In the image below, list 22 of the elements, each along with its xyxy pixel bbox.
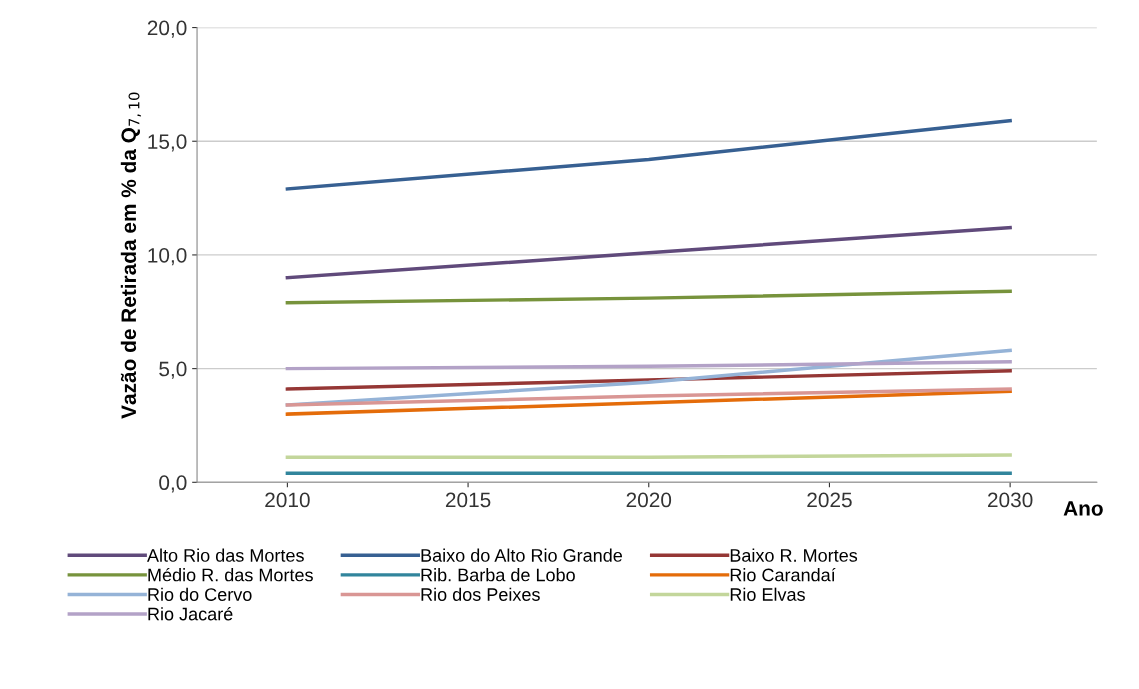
legend-label: Rib. Barba de Lobo [421,568,575,582]
legend-label: Rio Carandaí [730,567,836,582]
x-tick-label: 2020 [626,492,672,508]
x-tick-label: 2015 [445,492,491,508]
x-tick-label: 2025 [807,492,852,508]
y-axis-title: Vazão de Retirada em % da Q$_{7,10}$ [120,92,142,419]
legend-label: Baixo R. Mortes [730,548,858,562]
legend-label: Baixo do Alto Rio Grande [421,548,622,562]
x-axis-title: Ano [1063,501,1103,516]
y-tick-label: 15,0 [148,134,187,152]
y-tick-label: 10,0 [148,247,187,266]
x-tick-label: 2010 [265,492,310,508]
legend-label: Médio R. das Mortes [148,567,313,582]
legend-label: Rio Elvas [730,587,805,601]
y-tick-label: 0,0 [159,475,187,493]
legend-label: Alto Rio das Mortes [147,548,304,562]
legend-label: Rio do Cervo [148,587,252,601]
legend-label: Rio Jacaré [148,606,233,621]
x-tick-label: 2030 [988,492,1033,508]
y-tick-label: 5,0 [159,361,187,379]
y-tick-label: 20,0 [147,20,187,38]
legend-label: Rio dos Peixes [421,587,540,601]
